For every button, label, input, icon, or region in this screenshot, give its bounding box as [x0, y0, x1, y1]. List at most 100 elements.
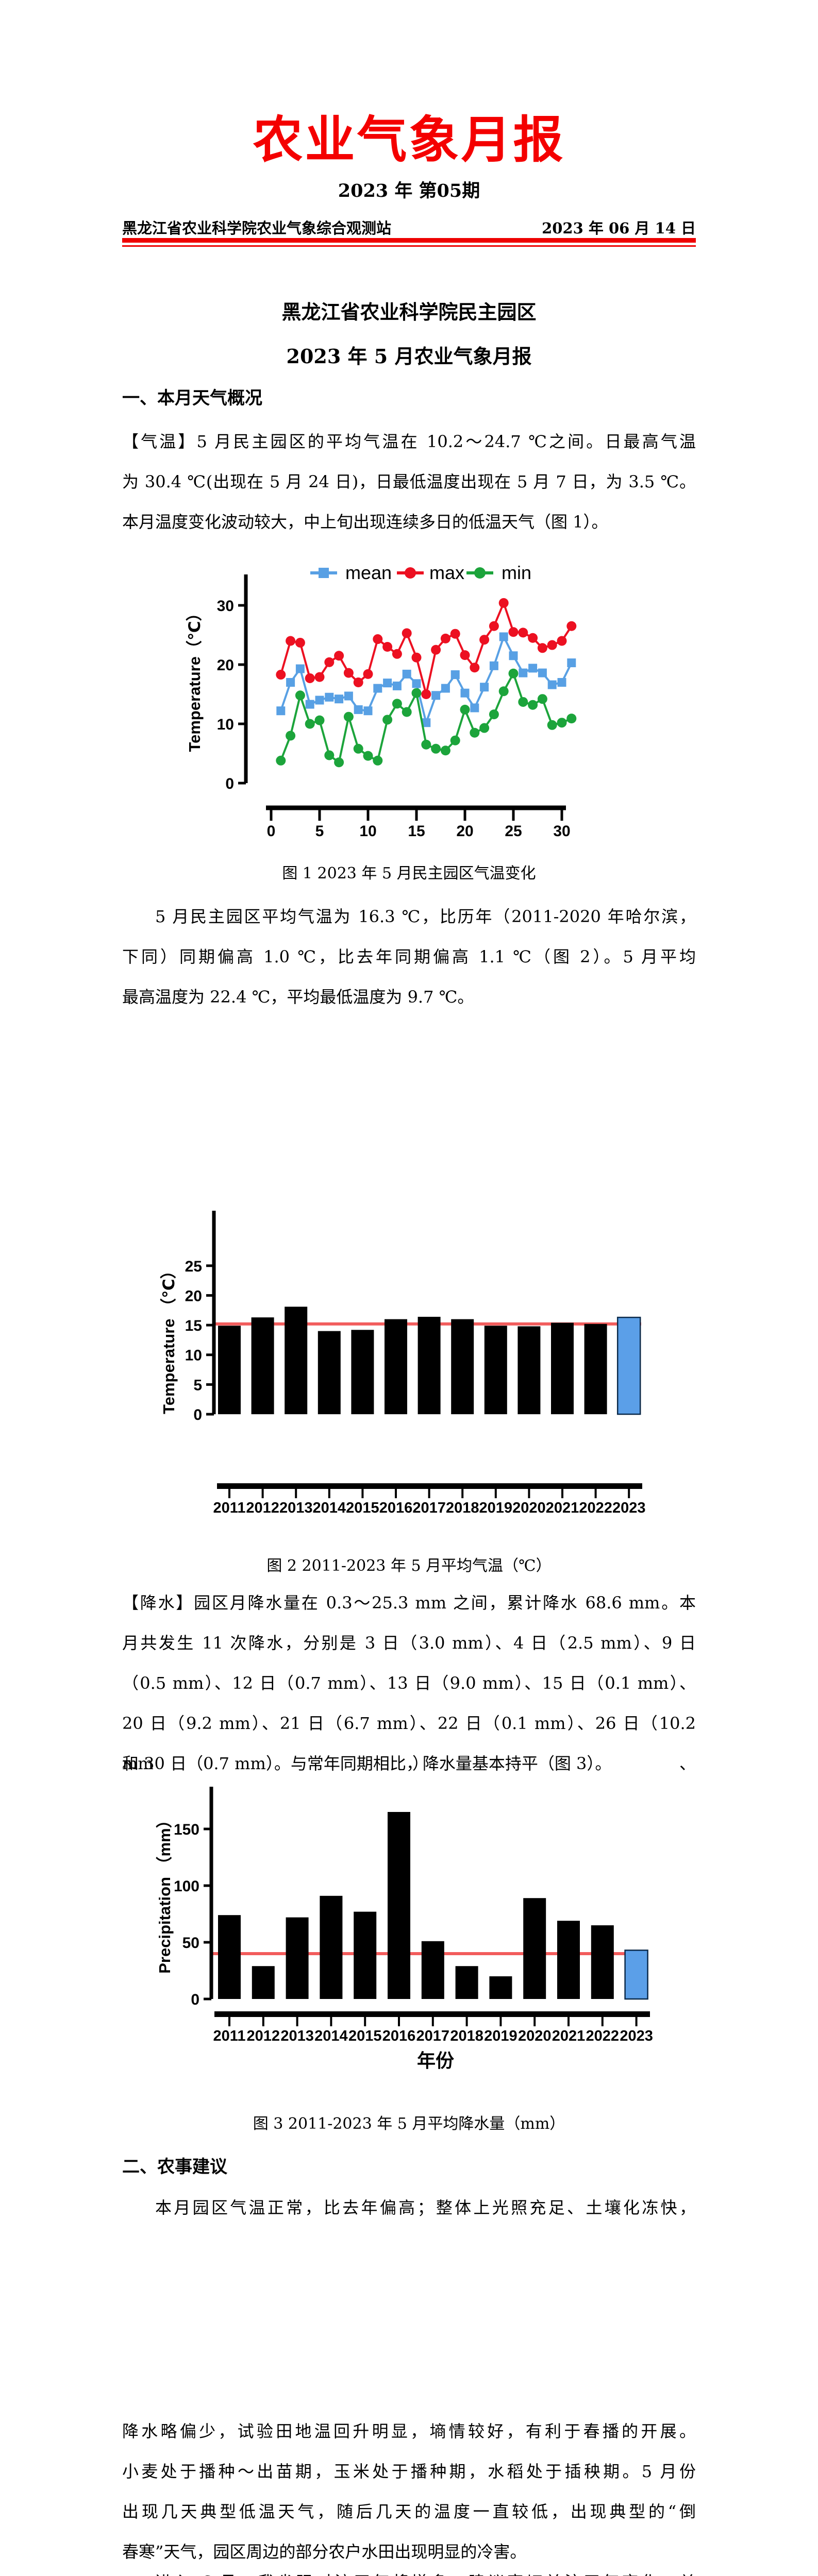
svg-text:2023: 2023: [620, 2028, 653, 2044]
legend-item-min: min: [466, 562, 531, 583]
text-line: 本月园区气温正常，比去年偏高；整体上光照充足、土壤化冻快，: [155, 2198, 696, 2217]
bar-2015: [354, 1911, 377, 1999]
legend-item-mean: mean: [310, 562, 392, 583]
paragraph-precipitation: 【降水】园区月降水量在 0.3～25.3 mm 之间，累计降水 68.6 mm。…: [122, 1583, 696, 1784]
svg-text:2019: 2019: [479, 1500, 513, 1516]
fig2-caption: 图 2 2011-2023 年 5 月平均气温（℃）: [266, 1557, 552, 1575]
svg-text:2021: 2021: [546, 1500, 579, 1516]
text-line: 为 30.4 ℃(出现在 5 月 24 日)，日最低温度出现在 5 月 7 日，…: [122, 472, 696, 492]
svg-text:30: 30: [553, 823, 570, 840]
text-line: 最高温度为 22.4 ℃，平均最低温度为 9.7 ℃。: [122, 987, 474, 1007]
fig1-svg: 0 10 20 30 Temperature（℃） 0 5 10 15 20 25 30 mean max…: [186, 562, 577, 840]
svg-text:15: 15: [408, 823, 425, 840]
report-subtitle: 2023 年 5 月农业气象月报: [286, 345, 532, 368]
svg-text:15: 15: [185, 1317, 202, 1334]
svg-text:2014: 2014: [313, 1500, 346, 1516]
bar-2023: [616, 1316, 641, 1415]
svg-text:2013: 2013: [280, 2028, 314, 2044]
svg-text:2021: 2021: [552, 2028, 586, 2044]
svg-text:2012: 2012: [247, 2028, 280, 2044]
series-max: [276, 598, 577, 699]
svg-text:2013: 2013: [279, 1500, 313, 1516]
svg-text:5: 5: [193, 1377, 202, 1394]
series-mean: [276, 632, 576, 727]
fig1-line-chart: 0 10 20 30 Temperature（℃） 0 5 10 15 20 25 30 mean max…: [170, 554, 660, 844]
text-line: 春寒”天气，园区周边的部分农户水田出现明显的冷害。: [122, 2542, 527, 2562]
svg-text:2014: 2014: [314, 2028, 348, 2044]
svg-text:Temperature（℃）: Temperature（℃）: [186, 605, 204, 752]
paragraph-advice2-part1: 进入 6 月，我省强对流天气将增多，建议密切关注天气变化，关注短时强降水、雷电、…: [122, 2562, 696, 2576]
text-line: 小麦处于播种～出苗期，玉米处于播种期，水稻处于插秧期。5 月份: [122, 2462, 696, 2481]
bar-2014: [318, 1331, 341, 1414]
bar-2016: [388, 1812, 410, 1999]
fig3-bar-chart: 0 50 100 150 Precipitation （mm） 2011 2012 2013 2…: [149, 1772, 727, 2109]
svg-text:10: 10: [185, 1347, 202, 1364]
svg-text:2020: 2020: [512, 1500, 546, 1516]
svg-text:年份: 年份: [417, 2050, 454, 2071]
svg-text:min: min: [502, 562, 531, 583]
bar-2018: [451, 1319, 474, 1414]
svg-text:20: 20: [185, 1287, 202, 1304]
svg-text:2017: 2017: [412, 1500, 446, 1516]
svg-text:max: max: [429, 562, 464, 583]
text-line: （0.5 mm）、12 日（0.7 mm）、13 日（9.0 mm）、15 日（…: [122, 1673, 696, 1693]
svg-text:2011: 2011: [213, 1500, 246, 1516]
text-line: 20 日（9.2 mm）、21 日（6.7 mm）、22 日（0.1 mm）、2…: [122, 1714, 696, 1773]
bar-2022: [591, 1925, 614, 1999]
section2-heading: 二、农事建议: [122, 2157, 227, 2177]
svg-text:2022: 2022: [586, 2028, 620, 2044]
svg-text:25: 25: [185, 1258, 202, 1275]
text-line: 出现几天典型低温天气，随后几天的温度一直较低，出现典型的“倒: [122, 2502, 696, 2521]
svg-text:2018: 2018: [450, 2028, 483, 2044]
bar-2022: [584, 1324, 607, 1414]
svg-text:20: 20: [217, 657, 234, 674]
svg-text:2015: 2015: [348, 2028, 382, 2044]
paragraph-temperature: 【气温】5 月民主园区的平均气温在 10.2～24.7 ℃之间。日最高气温为 3…: [122, 421, 696, 542]
bars: [218, 1812, 648, 2000]
text-line: 进入 6 月，我省强对流天气将增多，建议密切关注天气变化，关: [122, 2562, 696, 2576]
text-line: 【降水】园区月降水量在 0.3～25.3 mm 之间，累计降水 68.6 mm。…: [122, 1593, 696, 1613]
station-name: 黑龙江省农业科学院农业气象综合观测站: [122, 219, 392, 237]
svg-text:10: 10: [359, 823, 376, 840]
svg-text:100: 100: [174, 1878, 199, 1895]
bar-2012: [252, 1966, 275, 1999]
svg-text:mean: mean: [345, 562, 392, 583]
text-line: 【气温】5 月民主园区的平均气温在 10.2～24.7 ℃之间。日最高气温: [122, 432, 696, 451]
bar-2021: [557, 1921, 580, 1999]
svg-text:0: 0: [191, 1991, 199, 2008]
bar-2011: [218, 1326, 241, 1414]
bar-2020: [523, 1898, 546, 1999]
svg-text:150: 150: [174, 1821, 199, 1838]
svg-text:0: 0: [225, 775, 234, 792]
svg-text:10: 10: [217, 716, 234, 733]
svg-text:20: 20: [456, 823, 473, 840]
svg-text:Precipitation （mm）: Precipitation （mm）: [156, 1812, 174, 1974]
masthead-info-row: 黑龙江省农业科学院农业气象综合观测站 2023 年 06 月 14 日: [122, 216, 696, 238]
fig1-caption: 图 1 2023 年 5 月民主园区气温变化: [282, 865, 536, 883]
text-line: 本月温度变化波动较大，中上旬出现连续多日的低温天气（图 1）。: [122, 512, 608, 532]
svg-text:2012: 2012: [246, 1500, 279, 1516]
text-line: 5 月民主园区平均气温为 16.3 ℃，比历年（2011-2020 年哈尔滨，: [155, 907, 696, 926]
report-org-title: 黑龙江省农业科学院民主园区: [281, 300, 537, 324]
svg-text:5: 5: [315, 823, 324, 840]
svg-text:2011: 2011: [213, 2028, 246, 2044]
bar-2013: [286, 1917, 309, 1999]
bar-2020: [517, 1326, 541, 1414]
svg-text:2018: 2018: [446, 1500, 479, 1516]
bar-2021: [551, 1323, 574, 1414]
fig3-caption: 图 3 2011-2023 年 5 月平均降水量（mm）: [253, 2115, 565, 2133]
svg-text:2016: 2016: [379, 1500, 413, 1516]
svg-text:0: 0: [267, 823, 276, 840]
svg-text:50: 50: [182, 1935, 199, 1952]
issue-date: 2023 年 06 月 14 日: [542, 219, 696, 237]
paragraph-advice1-part1: 本月园区气温正常，比去年偏高；整体上光照充足、土壤化冻快，: [122, 2188, 696, 2228]
svg-text:0: 0: [193, 1406, 202, 1423]
svg-text:30: 30: [217, 598, 234, 615]
svg-text:2016: 2016: [382, 2028, 416, 2044]
legend-item-max: max: [397, 562, 464, 583]
svg-text:2017: 2017: [416, 2028, 450, 2044]
masthead-title: 农业气象月报: [253, 110, 565, 169]
